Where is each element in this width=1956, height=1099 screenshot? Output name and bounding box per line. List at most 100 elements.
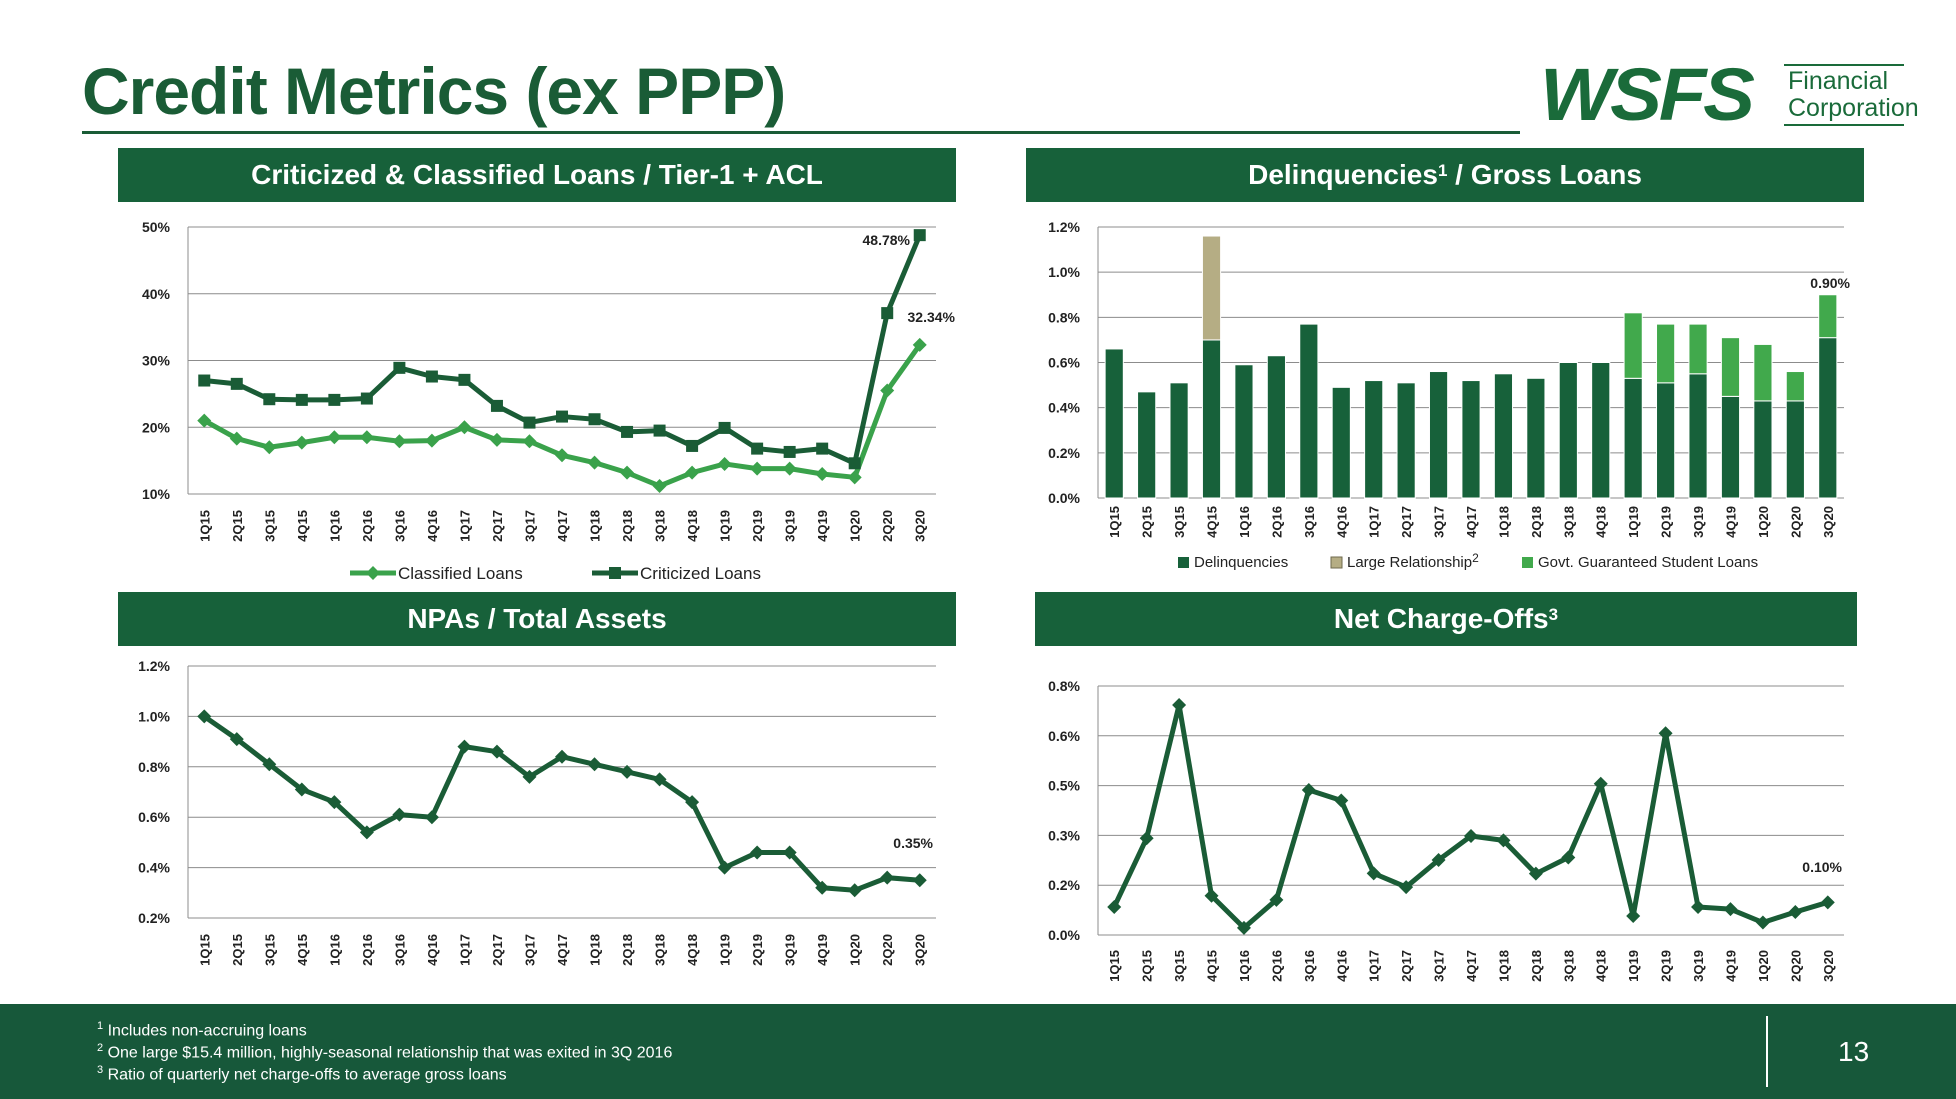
x-tick-label: 2Q18 [1529, 506, 1544, 538]
x-tick-label: 3Q18 [1561, 506, 1576, 538]
x-tick-label: 4Q19 [815, 934, 830, 966]
x-tick-label: 4Q18 [685, 510, 700, 542]
bar [1785, 400, 1805, 499]
title-underline [82, 131, 1520, 134]
x-tick-label: 4Q19 [1723, 950, 1738, 982]
bar [1299, 323, 1319, 499]
data-point [620, 764, 635, 779]
footnote-2: 2 One large $15.4 million, highly-season… [97, 1042, 672, 1062]
data-label: 32.34% [908, 309, 956, 325]
data-point [1755, 915, 1770, 930]
x-tick-label: 1Q19 [1626, 506, 1641, 538]
data-point [1820, 895, 1835, 910]
x-tick-label: 1Q17 [457, 510, 472, 542]
bar [1428, 371, 1449, 499]
chart-npas: 0.2% 0.4% 0.6% 0.8% 1.0% 1.2% 1Q15 2Q15 3Q15 4Q15… [138, 658, 936, 966]
x-tick-label: 3Q15 [262, 934, 277, 966]
data-point [1723, 902, 1738, 917]
x-tick-label: 4Q15 [1205, 506, 1220, 538]
legend-label: Classified Loans [398, 564, 523, 583]
x-tick-label: 1Q18 [1496, 950, 1511, 982]
x-tick-label: 2Q16 [360, 934, 375, 966]
data-point [489, 744, 504, 759]
x-tick-label: 2Q15 [1140, 950, 1155, 982]
x-tick-label: 3Q16 [392, 510, 407, 542]
data-point [1139, 831, 1154, 846]
bar [1266, 355, 1286, 499]
data-point [1204, 888, 1219, 903]
data-point [1269, 892, 1284, 907]
x-tick-label: 2Q15 [1140, 506, 1155, 538]
x-tick-label: 4Q18 [1594, 950, 1609, 982]
panel-title-nco: Net Charge-Offs 3 [1035, 592, 1857, 646]
x-tick-label: 2Q19 [1659, 506, 1674, 538]
x-tick-label: 4Q16 [425, 934, 440, 966]
data-point [229, 732, 244, 747]
x-tick-label: 4Q19 [815, 510, 830, 542]
x-tick-label: 4Q16 [1334, 506, 1349, 538]
x-tick-label: 1Q20 [848, 510, 863, 542]
x-tick-label: 4Q15 [295, 934, 310, 966]
data-label: 48.78% [863, 232, 911, 248]
data-point [523, 416, 536, 429]
x-tick-label: 4Q16 [425, 510, 440, 542]
footnote-num: 3 [97, 1064, 104, 1076]
x-tick-label: 3Q19 [1691, 506, 1706, 538]
data-point [782, 461, 797, 476]
data-point [782, 845, 797, 860]
data-point [262, 757, 277, 772]
x-tick-label: 1Q19 [718, 934, 733, 966]
y-tick-label: 0.6% [1048, 355, 1080, 371]
logo-wordmark: WSFS [1540, 53, 1755, 136]
bar [1591, 362, 1611, 499]
y-tick-label: 0.6% [1048, 728, 1080, 744]
data-point [621, 425, 634, 438]
data-point [652, 478, 667, 493]
legend-label: Govt. Guaranteed Student Loans [1538, 554, 1758, 571]
data-point [880, 870, 895, 885]
x-tick-label: 2Q19 [1659, 950, 1674, 982]
x-tick-label: 4Q17 [555, 934, 570, 966]
data-point [1528, 866, 1543, 881]
bar [1623, 312, 1643, 379]
footnote-num: 1 [97, 1020, 104, 1032]
y-tick-label: 0.3% [1048, 827, 1080, 843]
x-tick-label: 1Q17 [1367, 506, 1382, 538]
data-point [490, 399, 503, 412]
logo-subtitle: Financial Corporation [1784, 64, 1919, 126]
x-tick-label: 3Q16 [392, 934, 407, 966]
data-point [588, 413, 601, 426]
legend-sup: 2 [1472, 551, 1479, 565]
data-point [751, 442, 764, 455]
data-point [359, 430, 374, 445]
data-point [360, 392, 373, 405]
bar [1396, 382, 1416, 499]
logo-sub-line2: Corporation [1788, 94, 1919, 122]
data-point [587, 455, 602, 470]
panel-title-text: Delinquencies [1248, 159, 1438, 190]
data-point [1431, 852, 1446, 867]
x-tick-label: 2Q19 [750, 510, 765, 542]
x-tick-label: 3Q18 [653, 934, 668, 966]
data-point [1172, 697, 1187, 712]
footnote-text: Includes non-accruing loans [103, 1022, 307, 1040]
y-tick-label: 10% [142, 486, 171, 502]
y-tick-label: 0.2% [1048, 445, 1080, 461]
x-tick-label: 1Q15 [197, 934, 212, 966]
x-tick-label: 4Q15 [1205, 950, 1220, 982]
y-tick-label: 0.6% [138, 809, 170, 825]
x-tick-label: 2Q18 [1529, 950, 1544, 982]
data-point [912, 873, 927, 888]
data-point [366, 566, 380, 580]
x-tick-label: 1Q16 [327, 510, 342, 542]
x-tick-label: 3Q17 [522, 934, 537, 966]
legend-label: Large Relationship2 [1347, 551, 1479, 571]
x-tick-label: 3Q20 [913, 934, 928, 966]
x-tick-label: 2Q18 [620, 934, 635, 966]
legend-swatch [1178, 557, 1189, 568]
series-line [1111, 702, 1829, 931]
chart-nco: 0.0% 0.2% 0.3% 0.5% 0.6% 0.8% 1Q15 2Q15 3Q15 4Q15… [1048, 678, 1844, 982]
series-line [204, 234, 923, 466]
data-point [847, 883, 862, 898]
y-tick-label: 30% [142, 353, 171, 369]
